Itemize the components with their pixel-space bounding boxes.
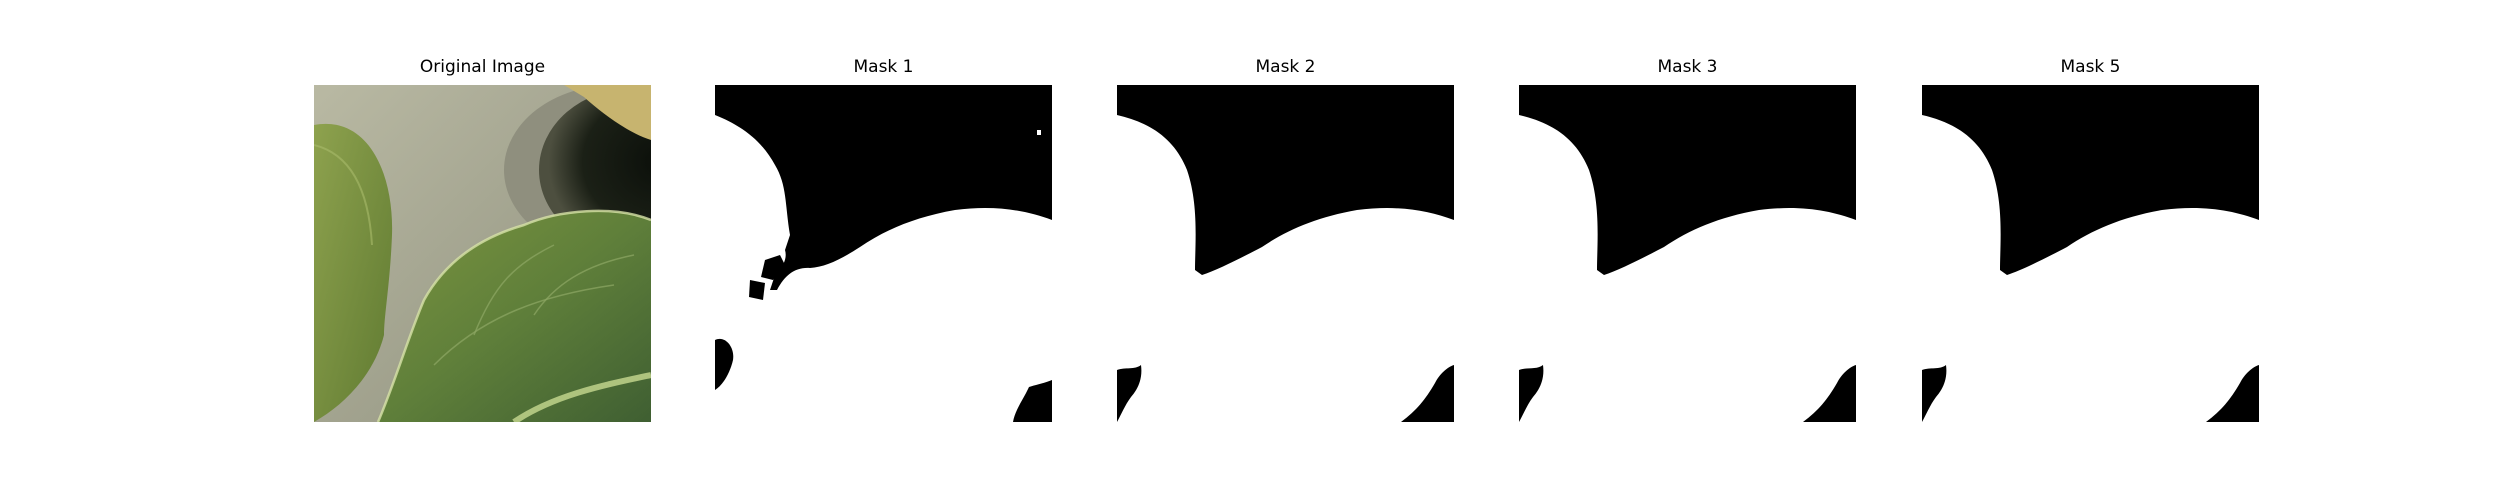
mask-image bbox=[1117, 85, 1454, 422]
panel-title: Mask 5 bbox=[2060, 57, 2121, 77]
mask-image bbox=[1519, 85, 1856, 422]
panel-title: Mask 2 bbox=[1255, 57, 1316, 77]
mask-image bbox=[715, 85, 1052, 422]
panel-title: Mask 3 bbox=[1657, 57, 1718, 77]
mask-image bbox=[1922, 85, 2259, 422]
panel-title: Original Image bbox=[419, 57, 546, 77]
panel-title: Mask 1 bbox=[853, 57, 914, 77]
original-image bbox=[314, 85, 651, 422]
